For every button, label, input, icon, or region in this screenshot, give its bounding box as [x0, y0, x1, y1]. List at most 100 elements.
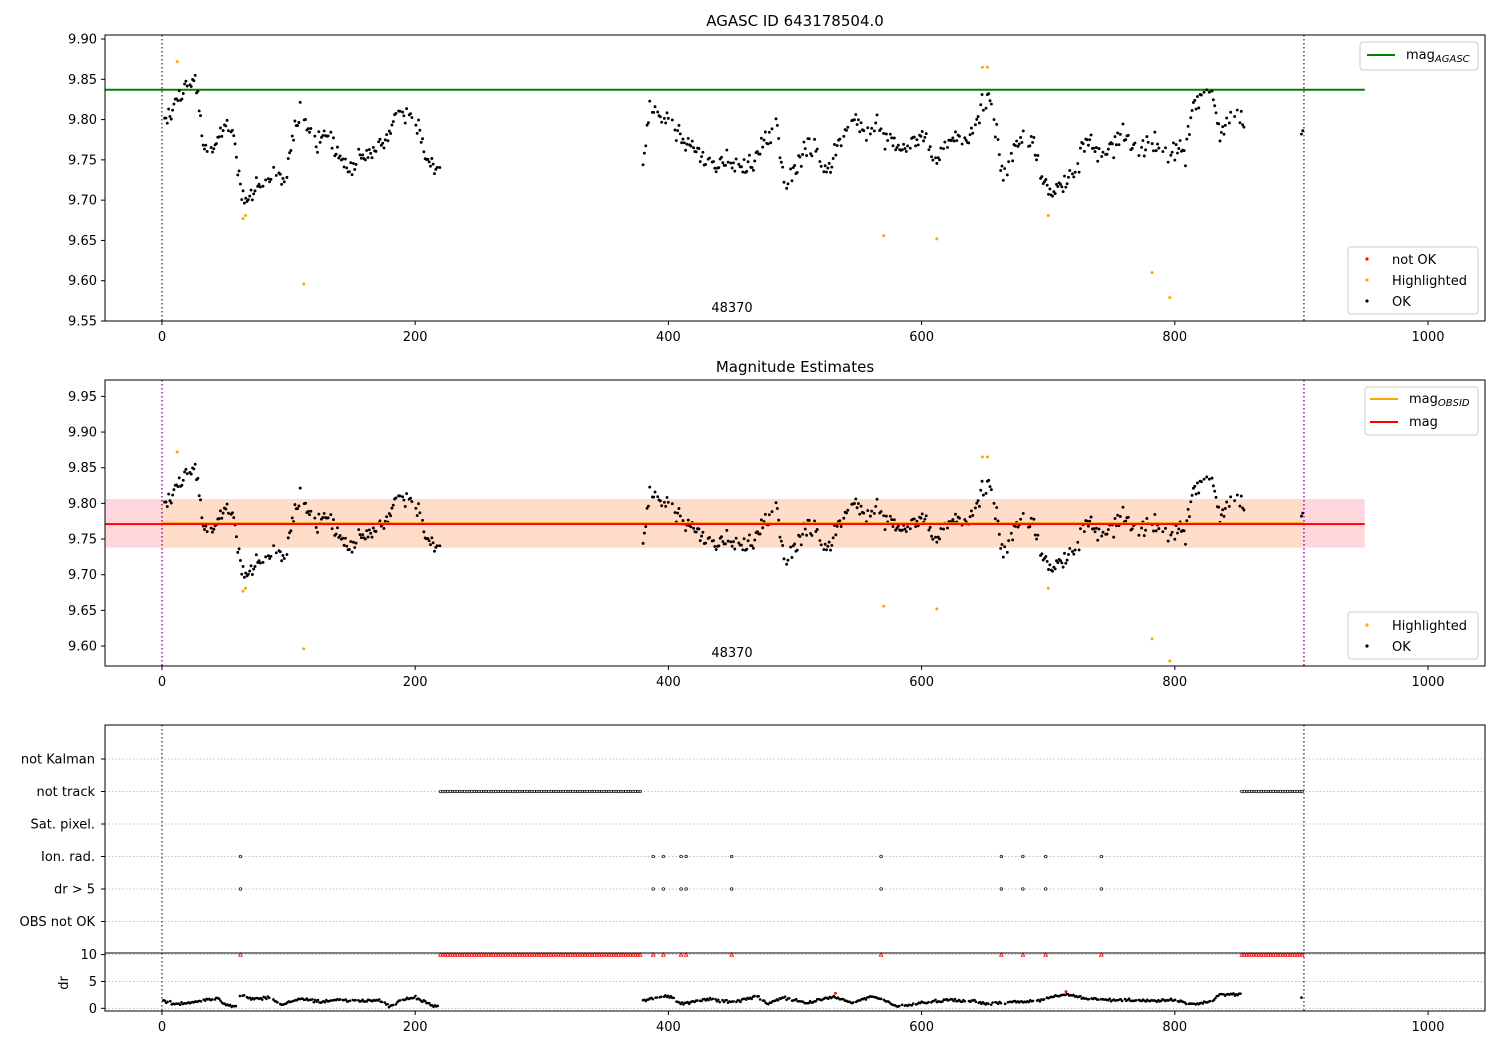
ok-point: [409, 496, 413, 500]
dr-point: [750, 997, 754, 1001]
dr-saturated-marker: [462, 951, 468, 957]
ok-point: [1187, 515, 1191, 519]
ok-point: [1100, 154, 1104, 158]
dr-point: [344, 998, 348, 1001]
ion-rad-marker: [999, 854, 1004, 859]
ok-point: [209, 526, 213, 530]
ok-point: [212, 527, 216, 531]
ok-point: [799, 543, 803, 547]
ok-point: [1076, 162, 1080, 166]
ok-point: [1032, 517, 1036, 521]
ok-point: [1299, 132, 1303, 136]
ok-point: [814, 149, 818, 153]
ok-point: [357, 147, 361, 151]
ok-point: [984, 491, 988, 495]
dr-saturated-marker: [1263, 951, 1269, 957]
ok-point: [367, 528, 371, 532]
dr-saturated-marker: [558, 951, 564, 957]
ok-point: [306, 127, 310, 131]
ok-point: [1000, 543, 1004, 546]
dr-point: [807, 1001, 811, 1005]
ok-point: [1169, 153, 1173, 157]
ok-point: [1207, 477, 1211, 481]
dr-point: [234, 1004, 238, 1008]
ok-point: [984, 106, 988, 110]
ok-point: [1197, 491, 1201, 495]
dr-saturated-marker: [618, 951, 624, 957]
ok-point: [212, 147, 216, 151]
ok-point: [826, 544, 830, 548]
ok-point: [234, 155, 238, 159]
ok-point: [1045, 559, 1049, 563]
ok-point: [180, 483, 184, 487]
ok-point: [781, 544, 785, 547]
ok-point: [1032, 136, 1036, 139]
ok-point: [349, 540, 353, 543]
ok-point: [924, 514, 928, 518]
dr-point: [1038, 1000, 1042, 1003]
ok-point: [427, 160, 431, 164]
dr-point: [714, 997, 717, 1001]
ok-point: [795, 170, 799, 174]
ok-point: [916, 524, 920, 528]
ok-point: [314, 145, 318, 149]
ok-point: [919, 134, 923, 138]
dr-saturated-marker: [466, 951, 472, 957]
ok-point: [427, 539, 431, 543]
ok-point: [902, 142, 906, 146]
ok-point: [859, 121, 863, 125]
dr-point: [380, 1000, 384, 1004]
x-tick-label: 200: [403, 330, 428, 345]
ok-point: [645, 123, 649, 127]
ok-point: [801, 532, 805, 536]
ok-point: [377, 140, 381, 144]
ok-point: [274, 173, 278, 177]
ok-point: [1031, 140, 1035, 144]
ok-point: [842, 516, 846, 520]
dr-point: [1003, 1002, 1007, 1006]
ok-point: [721, 540, 725, 543]
dr-gt5-marker: [661, 887, 665, 891]
dr-saturated-marker: [522, 951, 528, 957]
ok-point: [1093, 530, 1097, 534]
ok-point: [354, 541, 358, 545]
ok-point: [197, 109, 201, 113]
ok-point: [868, 132, 872, 136]
ok-point: [785, 186, 789, 190]
ok-point: [1161, 530, 1165, 534]
ok-point: [882, 514, 886, 518]
dr-point: [794, 997, 798, 1001]
ok-point: [1036, 533, 1040, 537]
ok-point: [438, 166, 442, 169]
dr-not-ok-point: [834, 991, 837, 995]
dr-point: [974, 1000, 978, 1004]
ok-point: [1112, 156, 1116, 160]
ok-point: [819, 164, 823, 168]
dr-saturated-marker: [1270, 951, 1276, 957]
ok-point: [827, 540, 831, 544]
ok-point: [241, 565, 245, 568]
ok-point: [845, 128, 848, 132]
ok-point: [712, 160, 715, 163]
ok-point: [763, 512, 767, 516]
ok-point: [648, 485, 652, 489]
ok-point: [1184, 542, 1187, 546]
y-tick-label: 9.70: [68, 194, 97, 209]
ok-point: [704, 541, 708, 545]
ok-point: [274, 551, 278, 555]
ok-point: [1235, 493, 1239, 497]
ok-point: [745, 547, 749, 551]
ok-point: [282, 557, 286, 560]
ok-point: [939, 146, 943, 150]
ok-point: [1009, 531, 1013, 535]
ok-point: [805, 154, 809, 157]
dr-saturated-marker: [447, 951, 453, 957]
ok-point: [779, 160, 783, 164]
ok-point: [1190, 109, 1194, 112]
ok-point: [755, 530, 759, 534]
ok-point: [914, 525, 918, 529]
highlighted-point: [241, 589, 245, 593]
ok-point: [931, 158, 935, 162]
ok-point: [1011, 538, 1015, 542]
ok-point: [973, 123, 977, 127]
